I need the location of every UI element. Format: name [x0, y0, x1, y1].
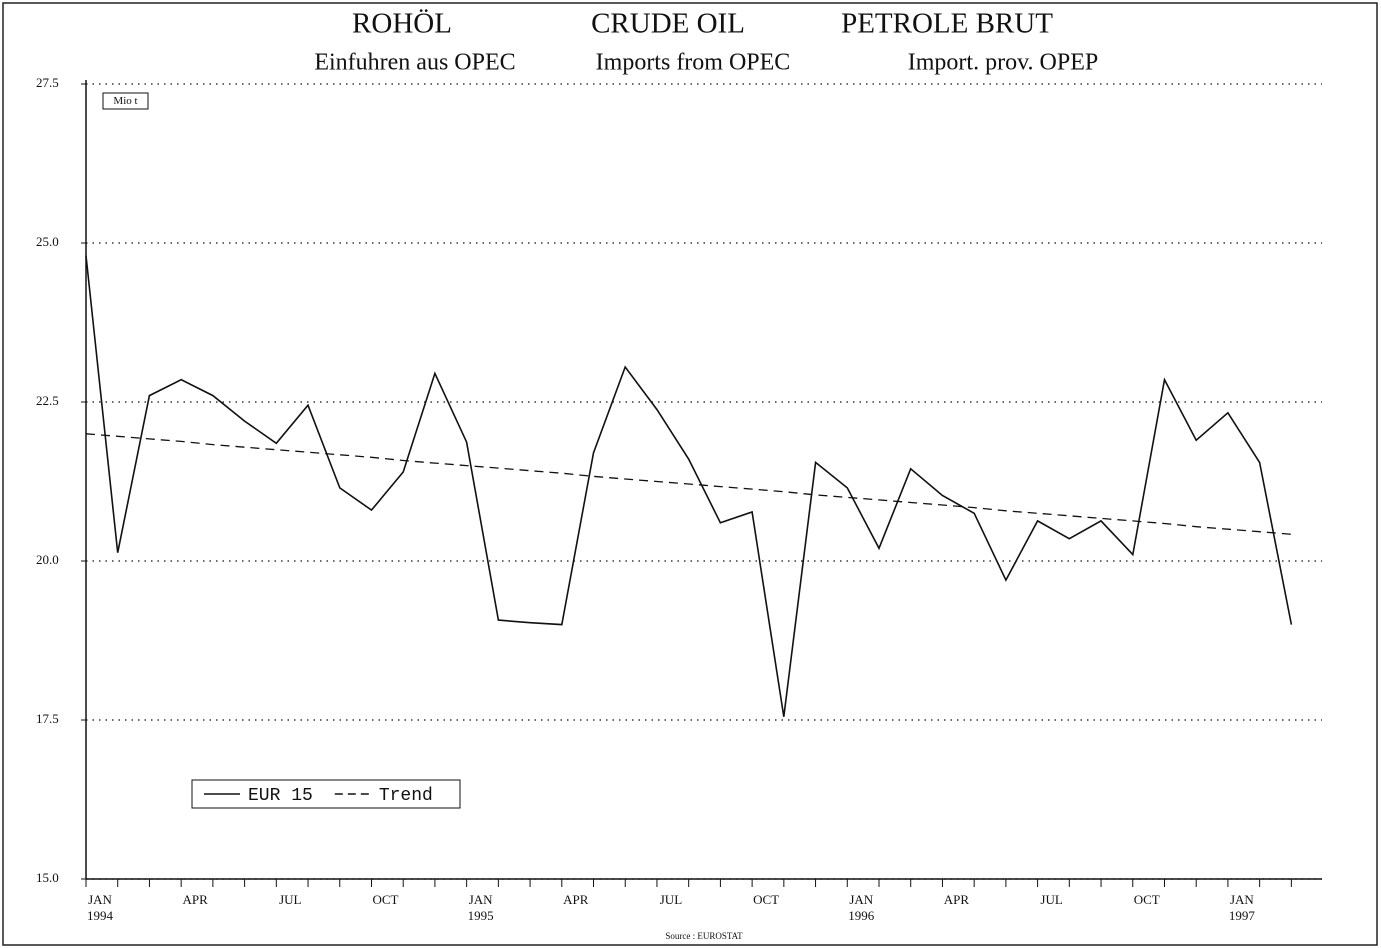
title-de: ROHÖL [352, 8, 452, 40]
x-tick-label-line: JUL [660, 892, 682, 907]
title-fr: PETROLE BRUT [841, 8, 1053, 40]
unit-label: Mio t [113, 95, 137, 107]
y-tick-label: 17.5 [36, 711, 59, 726]
x-tick-label-line: OCT [753, 892, 779, 907]
x-tick-label-line: JAN [469, 892, 493, 907]
subtitle-en: Imports from OPEC [596, 50, 791, 76]
x-tick-label-line: JAN [1230, 892, 1254, 907]
x-tick-label-line: JUL [1040, 892, 1062, 907]
x-tick-label-line: 1994 [87, 908, 114, 923]
legend-label: EUR 15 [248, 786, 313, 806]
x-tick-label: APR [944, 892, 970, 907]
x-tick-label: JAN 1997 [1229, 892, 1256, 923]
y-tick-label: 27.5 [36, 75, 59, 90]
y-tick-label: 22.5 [36, 393, 59, 408]
x-tick-label: JUL [279, 892, 301, 907]
title-en: CRUDE OIL [591, 8, 745, 40]
x-tick-label-line: 1995 [468, 908, 494, 923]
x-tick-label-line: 1996 [848, 908, 875, 923]
x-tick-label-line: APR [563, 892, 589, 907]
y-tick-label: 20.0 [36, 552, 59, 567]
x-tick-label: JAN 1994 [87, 892, 114, 923]
subtitle-fr: Import. prov. OPEP [908, 50, 1098, 76]
x-tick-label: JAN 1996 [848, 892, 875, 923]
x-tick-label-line: OCT [1134, 892, 1160, 907]
unit-box [102, 92, 149, 110]
y-tick-label: 25.0 [36, 234, 59, 249]
x-tick-label: OCT [753, 892, 779, 907]
line-0 [85, 255, 1293, 717]
legend-label: Trend [379, 786, 433, 806]
x-tick-label: APR [183, 892, 209, 907]
x-tick-label: JUL [660, 892, 682, 907]
x-tick-label-line: JAN [849, 892, 873, 907]
x-tick-label: JAN 1995 [468, 892, 494, 923]
x-tick-label: APR [563, 892, 589, 907]
x-tick-label: JUL [1040, 892, 1062, 907]
x-tick-label-line: APR [944, 892, 970, 907]
y-tick-label: 15.0 [36, 870, 59, 885]
x-tick-label-line: JUL [279, 892, 301, 907]
subtitle-de: Einfuhren aus OPEC [314, 50, 515, 76]
x-tick-label-line: OCT [372, 892, 398, 907]
line-1 [85, 433, 1292, 535]
source: Source : EUROSTAT [665, 931, 743, 941]
x-tick-label-line: APR [183, 892, 209, 907]
x-tick-label-line: 1997 [1229, 908, 1256, 923]
x-tick-label-line: JAN [88, 892, 112, 907]
x-tick-label: OCT [372, 892, 398, 907]
x-tick-label: OCT [1134, 892, 1160, 907]
